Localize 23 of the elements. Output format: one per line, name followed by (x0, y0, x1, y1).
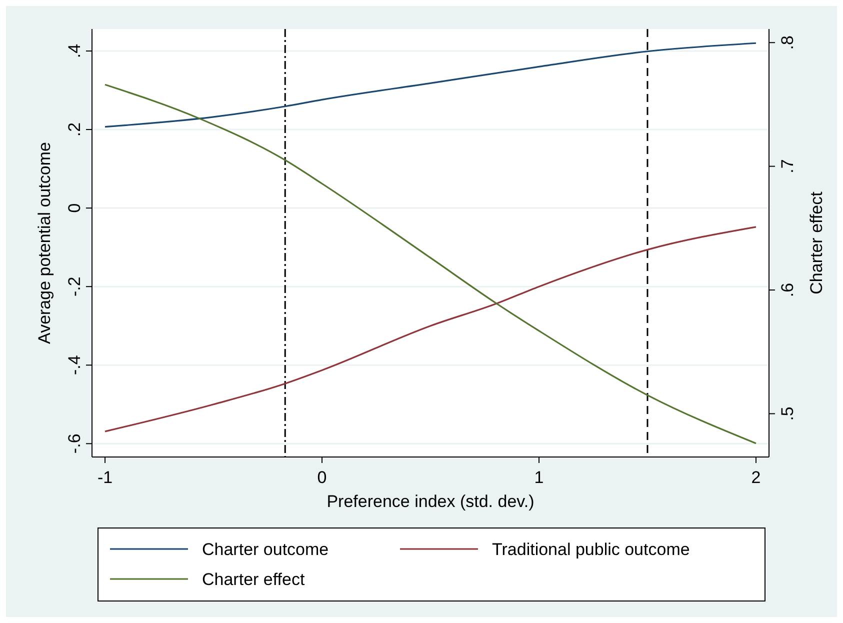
legend-label: Charter outcome (202, 540, 329, 559)
y-tick-label: .4 (65, 44, 84, 58)
legend-label: Traditional public outcome (492, 540, 690, 559)
y-tick-label: 0 (65, 203, 84, 213)
line-series (104, 42, 757, 128)
line-series (104, 226, 757, 432)
x-tick-label: 0 (317, 468, 327, 487)
x-tick-label: 1 (534, 468, 544, 487)
legend-label: Charter effect (202, 570, 305, 589)
line-series (104, 84, 757, 444)
x-axis-title: Preference index (std. dev.) (326, 492, 534, 511)
y-tick-label: .2 (65, 122, 84, 137)
x-tick-label: -1 (97, 468, 113, 487)
y2-tick-label: .6 (778, 282, 797, 298)
y-axis-title: Average potential outcome (35, 142, 54, 344)
y2-tick-label: .7 (778, 159, 797, 174)
x-tick-label: 2 (751, 468, 761, 487)
y-tick-label: -.2 (65, 276, 84, 297)
y2-axis-title: Charter effect (807, 191, 826, 294)
y-tick-label: -.6 (65, 434, 84, 454)
y2-tick-label: .8 (778, 36, 797, 50)
y2-tick-label: .5 (778, 406, 797, 421)
y-tick-label: -.4 (65, 355, 84, 376)
